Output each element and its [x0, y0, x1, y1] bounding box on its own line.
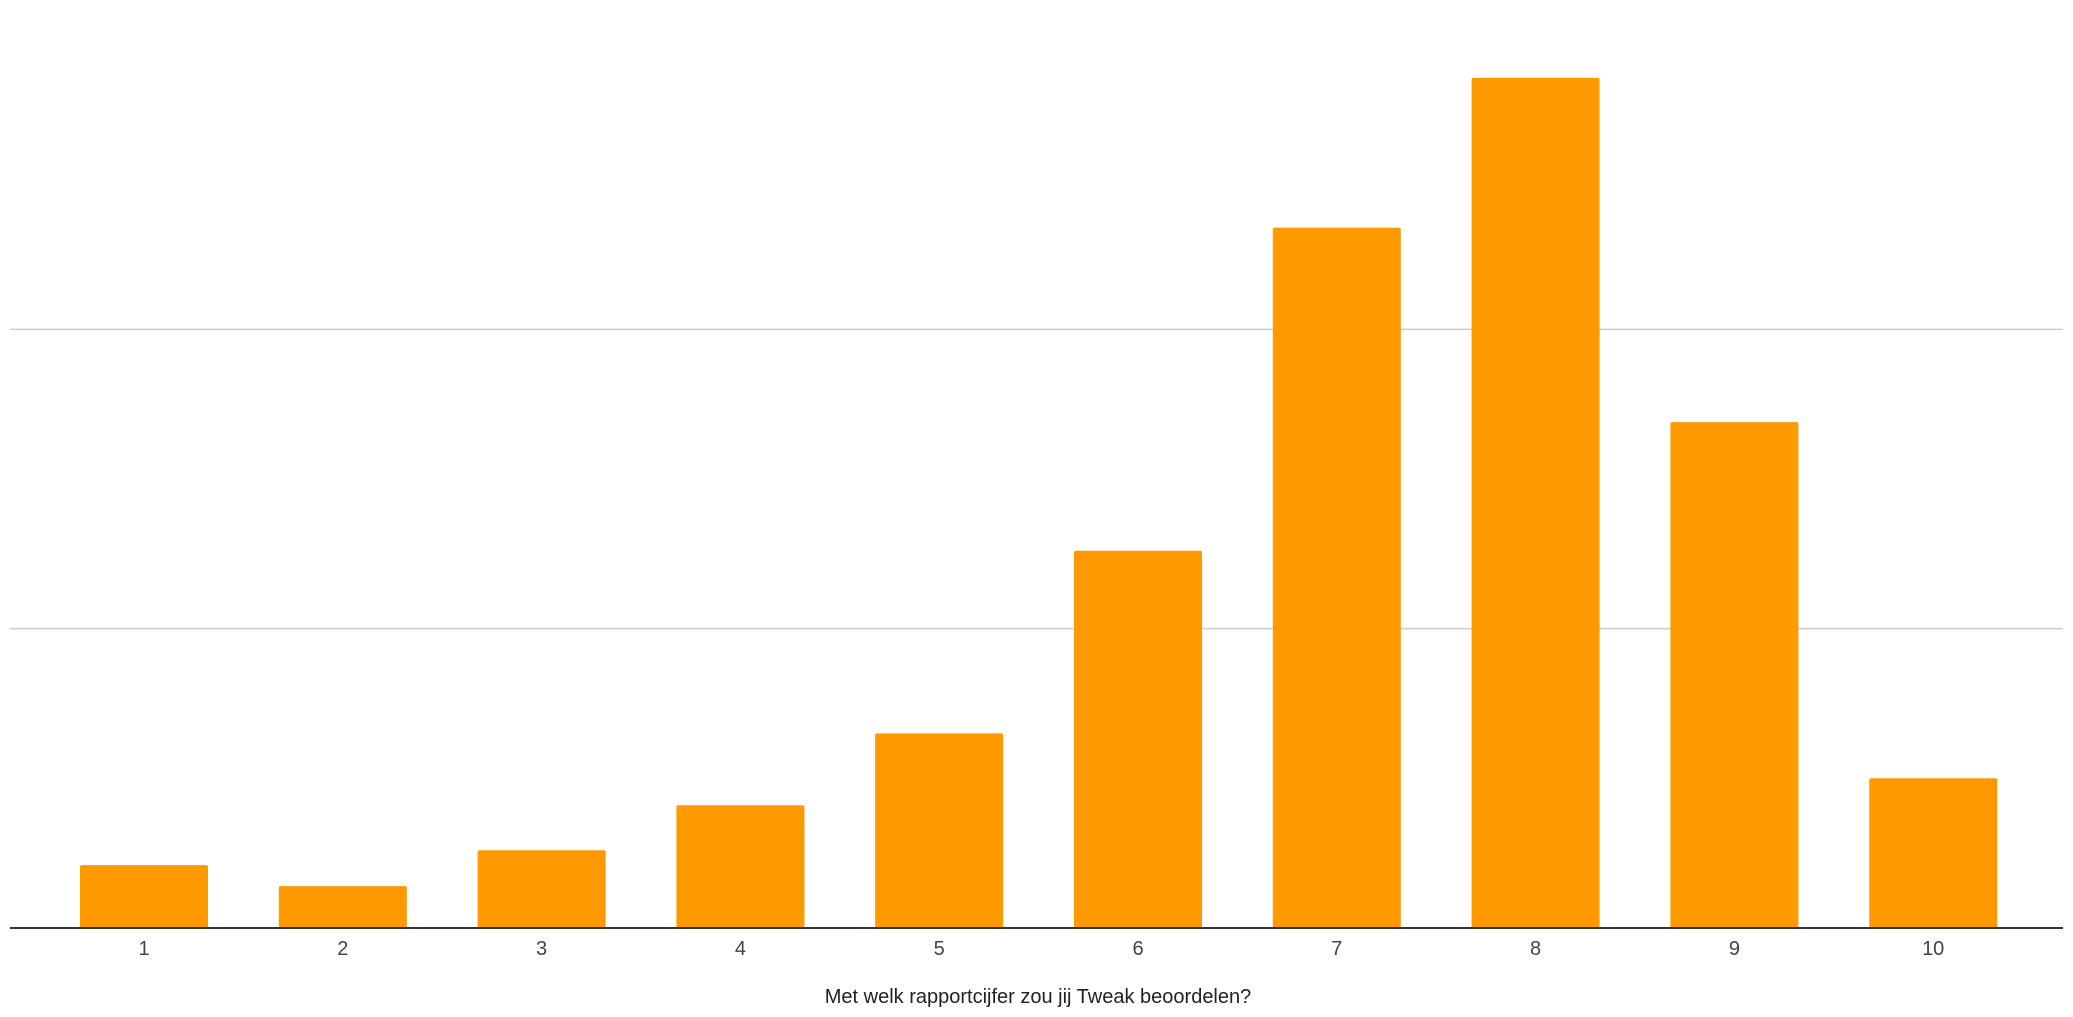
- x-tick-label: 8: [1530, 938, 1541, 960]
- bar-4: [676, 805, 805, 928]
- x-tick-label: 1: [138, 938, 149, 960]
- x-tick-label: 7: [1331, 938, 1342, 960]
- bars: [80, 77, 1998, 929]
- x-tick-label: 10: [1922, 938, 1944, 960]
- x-tick-label: 6: [1132, 938, 1143, 960]
- bar-10: [1869, 778, 1998, 928]
- bar-7: [1272, 227, 1401, 929]
- bar-3: [477, 850, 606, 928]
- bar-5: [875, 733, 1004, 928]
- x-tick-label: 9: [1729, 938, 1740, 960]
- bar-6: [1074, 550, 1202, 928]
- bar-8: [1471, 77, 1600, 928]
- bar-1: [80, 865, 208, 928]
- x-axis-ticks: 1 2 3 4 5 6 7 8 9 10: [138, 938, 1944, 960]
- x-tick-label: 2: [337, 938, 348, 960]
- x-tick-label: 5: [934, 938, 945, 960]
- bar-9: [1670, 422, 1799, 928]
- x-tick-label: 4: [735, 938, 746, 960]
- x-tick-label: 3: [536, 938, 547, 960]
- x-axis-title: Met welk rapportcijfer zou jij Tweak beo…: [825, 986, 1252, 1008]
- bar-2: [278, 886, 407, 928]
